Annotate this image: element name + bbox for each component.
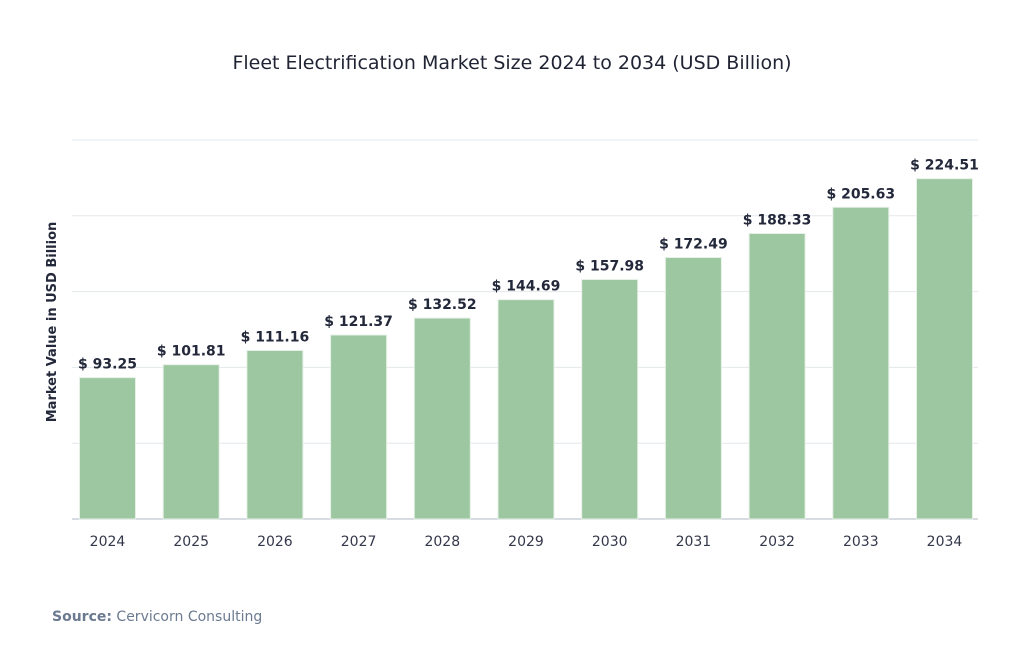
x-tick-2034: 2034 bbox=[927, 534, 963, 550]
bar-2034 bbox=[916, 178, 973, 520]
data-label-2034: $ 224.51 bbox=[910, 158, 979, 174]
x-tick-2025: 2025 bbox=[173, 534, 209, 550]
data-label-2033: $ 205.63 bbox=[826, 186, 895, 202]
x-tick-labels: 2024 2025 2026 2027 2028 2029 2030 2031 2032 2033… bbox=[90, 534, 963, 550]
source-note: Source: Cervicorn Consulting bbox=[52, 609, 262, 625]
x-tick-2031: 2031 bbox=[676, 534, 712, 550]
source-text: Cervicorn Consulting bbox=[112, 609, 262, 625]
data-label-2032: $ 188.33 bbox=[743, 212, 812, 228]
x-tick-2027: 2027 bbox=[341, 534, 377, 550]
bar-2026 bbox=[246, 349, 304, 520]
bars bbox=[79, 178, 973, 520]
x-tick-2033: 2033 bbox=[843, 534, 879, 550]
bar-2024 bbox=[79, 377, 136, 520]
chart-title: Fleet Electrification Market Size 2024 t… bbox=[232, 52, 791, 74]
data-label-2027: $ 121.37 bbox=[324, 314, 393, 330]
x-tick-2032: 2032 bbox=[759, 534, 795, 550]
bar-2032 bbox=[748, 232, 806, 520]
data-label-2026: $ 111.16 bbox=[241, 329, 310, 345]
x-tick-2028: 2028 bbox=[424, 534, 460, 550]
x-tick-2030: 2030 bbox=[592, 534, 628, 550]
bar-2030 bbox=[581, 279, 639, 520]
bar-2025 bbox=[162, 364, 220, 520]
y-axis-label: Market Value in USD Billion bbox=[45, 222, 60, 423]
data-label-2030: $ 157.98 bbox=[575, 259, 644, 275]
data-label-2025: $ 101.81 bbox=[157, 344, 226, 360]
bar-2033 bbox=[832, 206, 890, 520]
bar-2029 bbox=[497, 299, 555, 520]
data-label-2024: $ 93.25 bbox=[78, 357, 137, 373]
bar-2031 bbox=[664, 257, 722, 520]
data-label-2029: $ 144.69 bbox=[492, 279, 561, 295]
data-label-2028: $ 132.52 bbox=[408, 297, 477, 313]
bar-2027 bbox=[330, 334, 388, 520]
data-label-2031: $ 172.49 bbox=[659, 237, 728, 253]
bar-2028 bbox=[413, 317, 471, 520]
x-tick-2029: 2029 bbox=[508, 534, 544, 550]
x-tick-2024: 2024 bbox=[90, 534, 126, 550]
data-labels: $ 93.25 $ 101.81 $ 111.16 $ 121.37 $ 132.52 $… bbox=[78, 158, 979, 373]
x-tick-2026: 2026 bbox=[257, 534, 293, 550]
source-label: Source: bbox=[52, 609, 112, 625]
